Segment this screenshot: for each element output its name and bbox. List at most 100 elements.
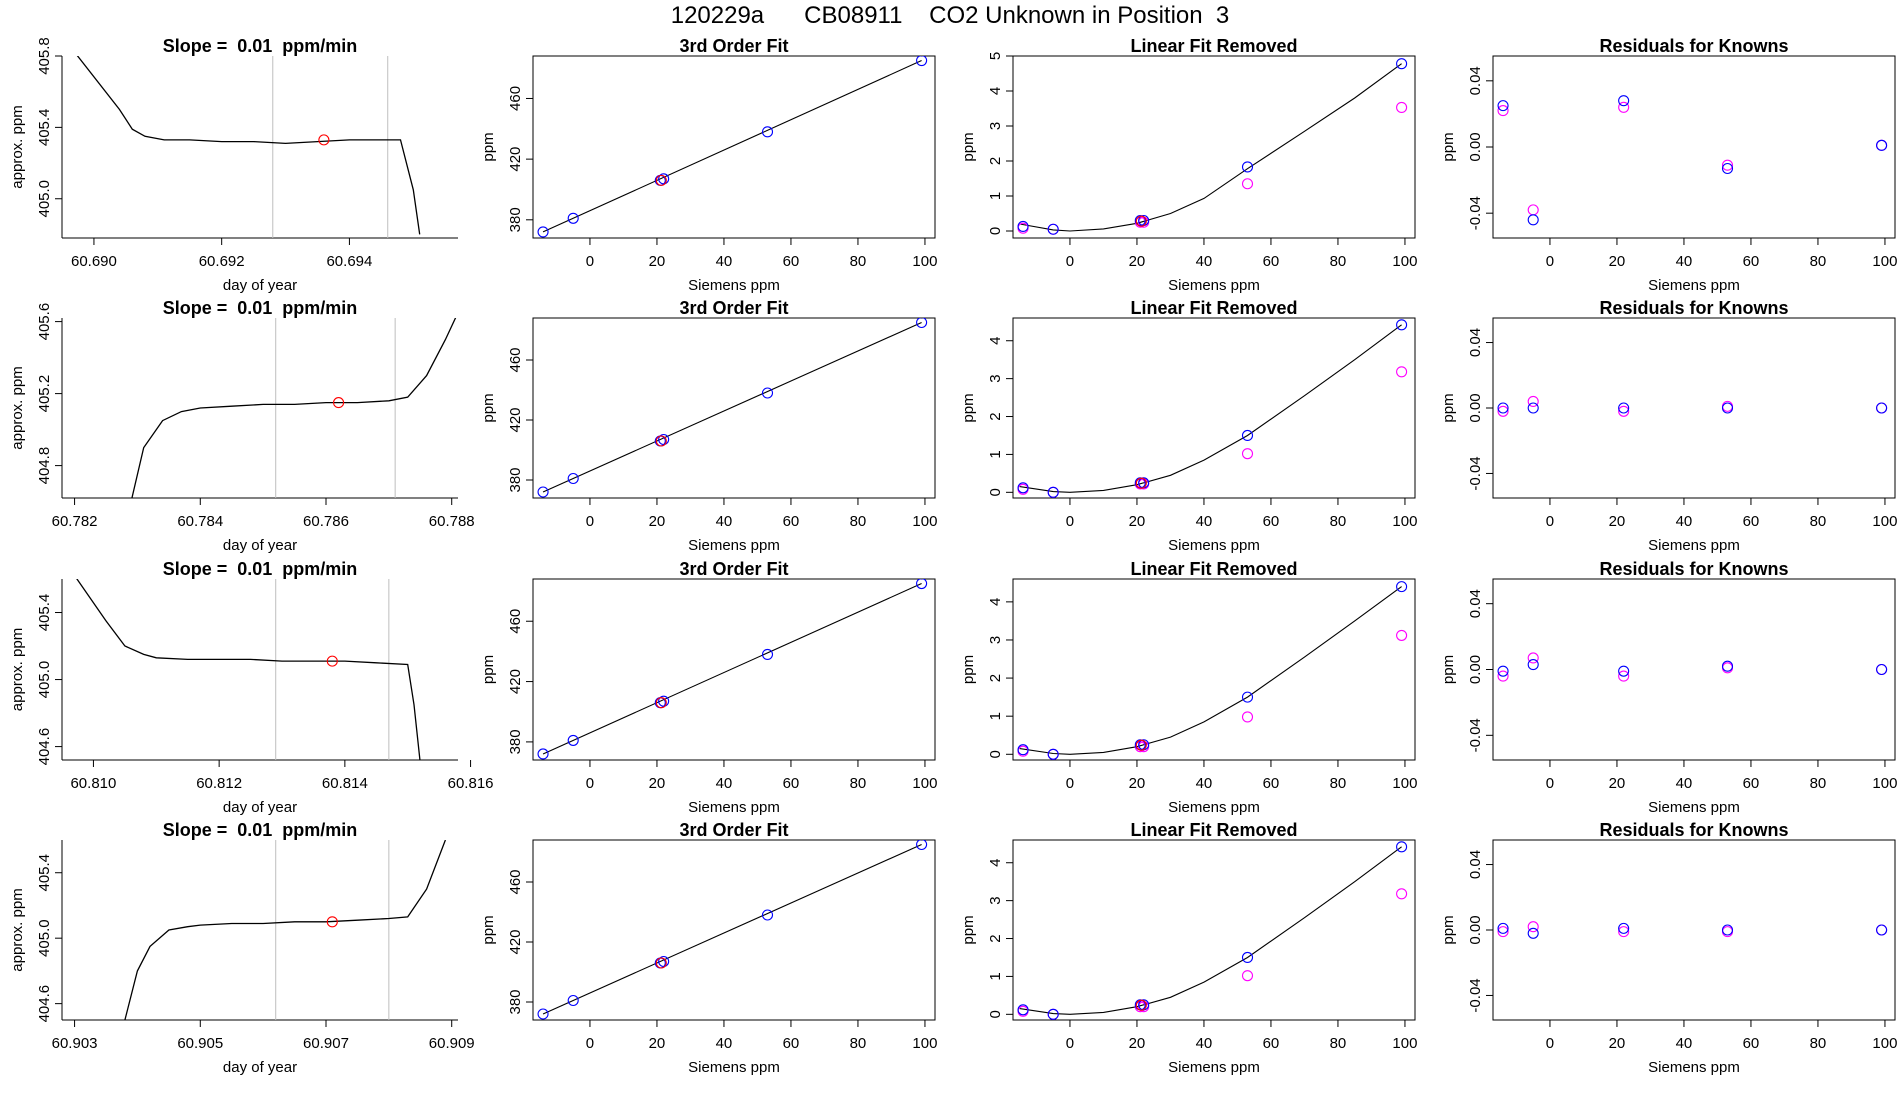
unknown-point [1135, 739, 1147, 751]
panel-title: Linear Fit Removed [1130, 36, 1297, 56]
x-tick-label: 80 [850, 1035, 867, 1052]
x-tick-label: 80 [1810, 775, 1827, 792]
x-axis-label: Siemens ppm [688, 799, 780, 816]
linear-point [1618, 670, 1630, 682]
panel-title: Residuals for Knowns [1599, 298, 1788, 318]
y-tick-label: 0 [987, 227, 1004, 235]
y-tick-label: 2 [987, 412, 1004, 420]
plot-area [1497, 921, 1888, 939]
plot-area [1497, 95, 1888, 226]
y-axis-label: ppm [960, 915, 977, 944]
y-axis-label: ppm [480, 915, 497, 944]
y-axis-label: ppm [960, 393, 977, 422]
x-tick-label: 40 [716, 1035, 733, 1052]
y-tick-label: 0.00 [1467, 915, 1484, 944]
known-point [1241, 429, 1254, 442]
known-point [1876, 139, 1888, 151]
plot-frame [1012, 55, 1416, 239]
panel-title: Linear Fit Removed [1130, 820, 1297, 840]
y-tick-label: 420 [507, 147, 524, 172]
y-tick-label: 380 [507, 989, 524, 1014]
y-axis-label: ppm [960, 132, 977, 161]
x-tick-label: 60 [1743, 513, 1760, 530]
x-tick-label: 80 [1330, 513, 1347, 530]
x-axis-label: Siemens ppm [1648, 277, 1740, 294]
x-tick-label: 80 [1330, 253, 1347, 270]
unknown-point [333, 397, 345, 409]
x-tick-label: 100 [912, 253, 937, 270]
y-tick-label: 405.4 [36, 109, 53, 147]
known-point [537, 1008, 549, 1020]
x-tick-label: 20 [1609, 253, 1626, 270]
known-point [1527, 659, 1539, 671]
x-tick-label: 0 [586, 775, 594, 792]
y-tick-label: 4 [987, 337, 1004, 345]
fit-curve [1019, 586, 1402, 755]
x-tick-label: 60 [1743, 775, 1760, 792]
y-axis-label: ppm [1440, 132, 1457, 161]
panel-residuals-row-2: Residuals for Knowns Siemens ppm ppm 0 20 40 6… [1440, 298, 1897, 554]
x-tick-label: 60.812 [196, 775, 242, 792]
panel-residuals-row-4: Residuals for Knowns Siemens ppm ppm 0 20 40 6… [1440, 820, 1897, 1076]
panel-3rd-order-fit-row-2: 3rd Order Fit Siemens ppm ppm 0 20 40 60 80 100 3… [480, 298, 937, 554]
panel-residuals-row-3: Residuals for Knowns Siemens ppm ppm 0 20 40 6… [1440, 559, 1897, 816]
x-tick-label: 40 [1196, 775, 1213, 792]
known-point [761, 126, 774, 138]
known-point [1618, 665, 1630, 677]
y-tick-label: 0.04 [1467, 328, 1484, 357]
plot-frame [1492, 317, 1896, 499]
y-tick-label: 405.4 [36, 594, 53, 632]
plot-area [124, 840, 447, 1020]
panel-time-series-row-3: Slope = 0.01 ppm/min day of year approx. p… [9, 559, 494, 816]
linear-point [1618, 101, 1630, 113]
plot-frame [1012, 578, 1416, 761]
x-tick-label: 60.905 [177, 1035, 223, 1052]
known-point [1396, 319, 1408, 331]
linear-point [1396, 629, 1408, 641]
known-point [1047, 1008, 1059, 1020]
linear-point [1618, 405, 1630, 417]
panel-title: Linear Fit Removed [1130, 298, 1297, 318]
x-tick-label: 60.810 [70, 775, 116, 792]
y-tick-label: 2 [987, 934, 1004, 942]
plot-area [1017, 581, 1408, 760]
y-tick-label: 380 [507, 207, 524, 232]
known-point [658, 173, 670, 185]
x-tick-label: 20 [1609, 513, 1626, 530]
known-point [1721, 162, 1734, 175]
x-tick-label: 60.909 [429, 1035, 475, 1052]
y-tick-label: 405.4 [36, 854, 53, 892]
y-tick-label: 380 [507, 467, 524, 492]
y-tick-label: 0.00 [1467, 393, 1484, 422]
known-point [1241, 951, 1254, 964]
y-tick-label: -0.04 [1467, 718, 1484, 752]
x-tick-label: 100 [1872, 775, 1897, 792]
plot-area [537, 579, 928, 760]
known-point [537, 226, 549, 238]
known-point [1017, 482, 1029, 494]
x-tick-label: 40 [1676, 513, 1693, 530]
x-tick-label: 0 [1546, 513, 1554, 530]
plot-area [76, 579, 421, 760]
x-tick-label: 40 [1676, 1035, 1693, 1052]
known-point [1134, 214, 1146, 227]
x-tick-label: 100 [1872, 253, 1897, 270]
x-tick-label: 20 [1609, 1035, 1626, 1052]
panel-title: Slope = 0.01 ppm/min [163, 298, 358, 318]
known-point [1618, 402, 1630, 414]
x-axis-label: Siemens ppm [688, 1059, 780, 1076]
linear-point [1241, 178, 1254, 190]
plot-frame [532, 578, 936, 761]
x-tick-label: 80 [850, 775, 867, 792]
known-point [1497, 922, 1509, 934]
known-point [1017, 220, 1029, 232]
figure-title: 120229a CB08911 CO2 Unknown in Position … [670, 2, 1230, 29]
known-point [916, 579, 928, 590]
y-tick-label: 3 [987, 374, 1004, 382]
y-axis-label: approx. ppm [9, 366, 26, 449]
y-axis-label: approx. ppm [9, 888, 26, 971]
known-point [1721, 924, 1734, 936]
